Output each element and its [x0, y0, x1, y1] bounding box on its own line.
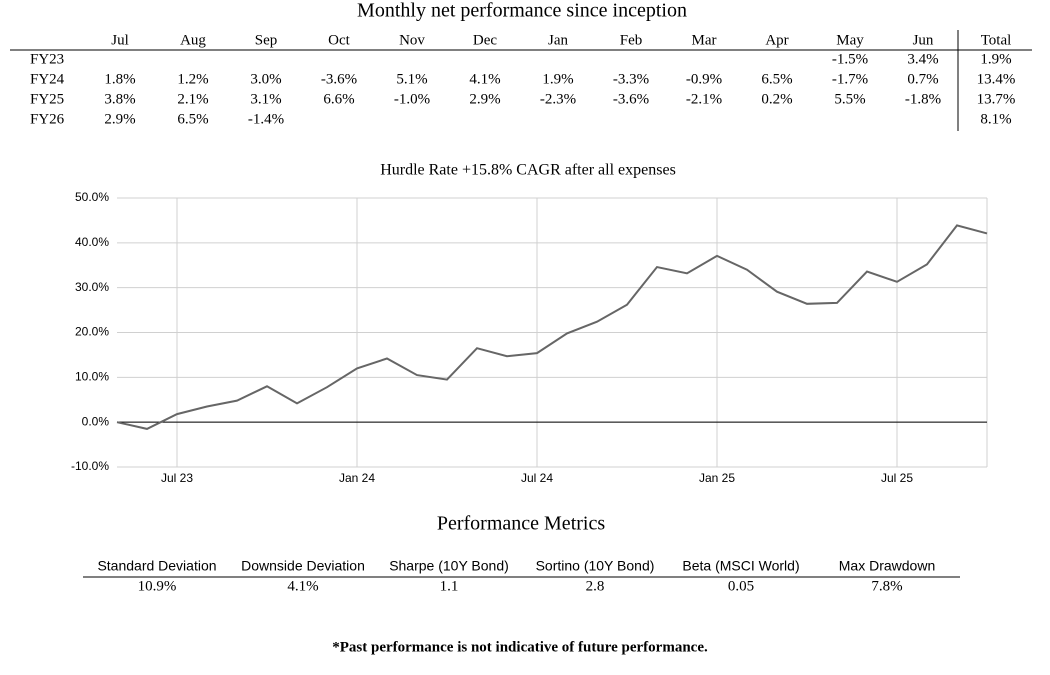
row-label: FY23 — [30, 51, 64, 67]
cell: 5.5% — [834, 91, 865, 107]
metric-value: 2.8 — [586, 578, 605, 594]
table-title: Monthly net performance since inception — [357, 0, 687, 22]
x-tick-label: Jan 25 — [699, 471, 735, 485]
cell: 2.9% — [469, 91, 500, 107]
cell: -2.1% — [686, 91, 722, 107]
metric-name: Sortino (10Y Bond) — [536, 558, 655, 574]
cell: 0.7% — [907, 71, 938, 87]
row-label: FY26 — [30, 111, 65, 127]
column-header: Oct — [328, 32, 350, 48]
metric-name: Downside Deviation — [241, 558, 365, 574]
cell: 3.8% — [104, 91, 135, 107]
x-tick-label: Jul 23 — [161, 471, 193, 485]
cell: -0.9% — [686, 71, 722, 87]
cell: -1.8% — [905, 91, 941, 107]
cell: -1.5% — [832, 51, 868, 67]
cell: 2.1% — [177, 91, 208, 107]
column-header: Sep — [255, 32, 278, 48]
cell: 3.1% — [250, 91, 281, 107]
y-tick-label: 10.0% — [75, 370, 109, 384]
y-tick-label: 0.0% — [82, 414, 110, 428]
y-tick-label: 30.0% — [75, 280, 109, 294]
cell: 3.4% — [907, 51, 938, 67]
y-tick-label: 50.0% — [75, 190, 109, 204]
total-cell: 8.1% — [980, 111, 1011, 127]
cell: 3.0% — [250, 71, 281, 87]
metric-value: 4.1% — [287, 578, 318, 594]
y-tick-label: 40.0% — [75, 235, 109, 249]
total-cell: 13.7% — [977, 91, 1016, 107]
cell: 1.8% — [104, 71, 135, 87]
cell: 6.5% — [177, 111, 208, 127]
column-header: Jun — [913, 32, 934, 48]
column-header: Mar — [692, 32, 717, 48]
disclaimer: *Past performance is not indicative of f… — [332, 639, 708, 655]
column-header: Dec — [473, 32, 497, 48]
row-label: FY25 — [30, 91, 64, 107]
row-label: FY24 — [30, 71, 65, 87]
metric-value: 10.9% — [138, 578, 177, 594]
total-cell: 1.9% — [980, 51, 1011, 67]
cell: 6.6% — [323, 91, 354, 107]
cell: -2.3% — [540, 91, 576, 107]
cell: 2.9% — [104, 111, 135, 127]
column-header: Apr — [765, 32, 788, 48]
y-tick-label: -10.0% — [71, 459, 109, 473]
column-header: Nov — [399, 32, 425, 48]
metric-name: Sharpe (10Y Bond) — [389, 558, 509, 574]
metric-value: 7.8% — [871, 578, 902, 594]
total-cell: 13.4% — [977, 71, 1016, 87]
cell: -3.6% — [321, 71, 357, 87]
cell: 4.1% — [469, 71, 500, 87]
metric-value: 1.1 — [440, 578, 459, 594]
chart-title: Hurdle Rate +15.8% CAGR after all expens… — [380, 162, 676, 179]
cell: -3.3% — [613, 71, 649, 87]
cell: 1.2% — [177, 71, 208, 87]
column-header: Jul — [111, 32, 129, 48]
cell: 5.1% — [396, 71, 427, 87]
metrics-title: Performance Metrics — [437, 513, 605, 535]
line — [116, 224, 988, 430]
column-header: Feb — [620, 32, 643, 48]
x-tick-label: Jul 24 — [521, 471, 553, 485]
cell: -1.7% — [832, 71, 868, 87]
cell: 1.9% — [542, 71, 573, 87]
y-tick-label: 20.0% — [75, 325, 109, 339]
x-tick-label: Jul 25 — [881, 471, 913, 485]
column-header: Total — [981, 32, 1012, 48]
cell: -3.6% — [613, 91, 649, 107]
cell: -1.0% — [394, 91, 430, 107]
column-header: Aug — [180, 32, 206, 48]
column-header: May — [836, 32, 864, 48]
metric-value: 0.05 — [728, 578, 754, 594]
metric-name: Max Drawdown — [839, 558, 935, 574]
cell: 0.2% — [761, 91, 792, 107]
cell: 6.5% — [761, 71, 792, 87]
cell: -1.4% — [248, 111, 284, 127]
column-header: Jan — [548, 32, 568, 48]
metric-name: Beta (MSCI World) — [682, 558, 799, 574]
metric-name: Standard Deviation — [97, 558, 216, 574]
x-tick-label: Jan 24 — [339, 471, 375, 485]
